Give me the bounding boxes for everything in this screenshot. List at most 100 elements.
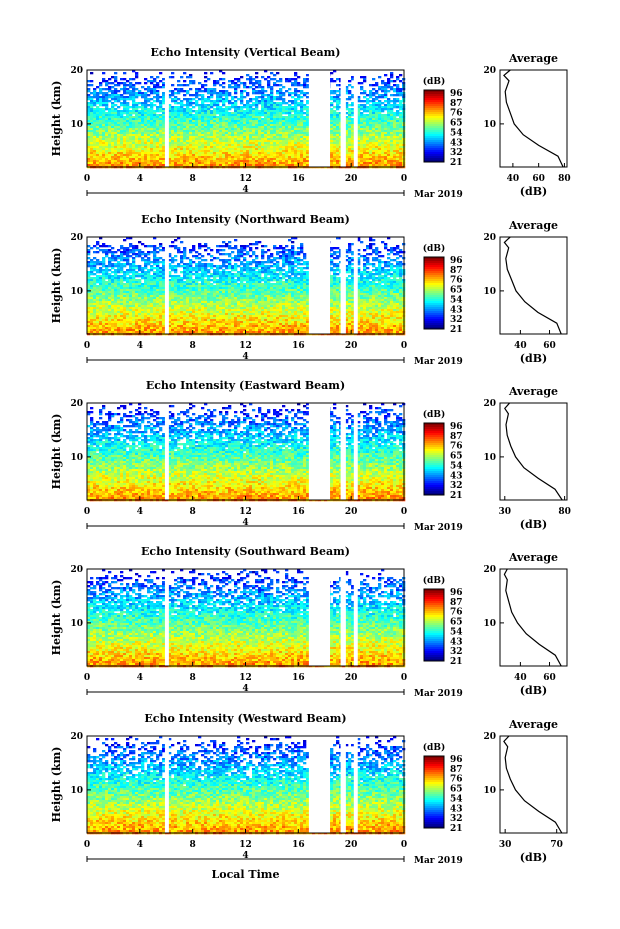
heatmap-cell <box>96 106 99 108</box>
y-axis-label: Height (km) <box>50 81 63 157</box>
heatmap-cell <box>225 138 228 140</box>
heatmap-cell <box>162 78 165 80</box>
heatmap-cell <box>192 128 195 130</box>
heatmap-cell <box>258 144 261 146</box>
heatmap-cell <box>369 122 372 124</box>
heatmap-cell <box>180 136 183 138</box>
heatmap-cell <box>369 132 372 134</box>
heatmap-cell <box>366 144 369 146</box>
heatmap-cell <box>234 124 237 126</box>
heatmap-cell <box>384 94 387 96</box>
heatmap-cell <box>228 253 231 255</box>
heatmap-cell <box>273 106 276 108</box>
heatmap-cell <box>222 108 225 110</box>
heatmap-cell <box>102 80 105 82</box>
heatmap-cell <box>132 134 135 136</box>
heatmap-cell <box>258 158 261 160</box>
heatmap-cell <box>375 90 378 92</box>
heatmap-cell <box>126 106 129 108</box>
heatmap-cell <box>201 98 204 100</box>
heatmap-cell <box>162 156 165 158</box>
heatmap-cell <box>363 144 366 146</box>
heatmap-cell <box>285 130 288 132</box>
heatmap-cell <box>237 162 240 164</box>
heatmap-cell <box>297 263 300 265</box>
heatmap-cell <box>297 146 300 148</box>
heatmap-cell <box>99 102 102 104</box>
heatmap-cell <box>153 150 156 152</box>
heatmap-cell <box>174 98 177 100</box>
heatmap-cell <box>204 156 207 158</box>
heatmap-cell <box>177 88 180 90</box>
heatmap-cell <box>201 116 204 118</box>
heatmap-cell <box>276 146 279 148</box>
heatmap-cell <box>96 122 99 124</box>
heatmap-cell <box>330 144 333 146</box>
heatmap-cell <box>387 116 390 118</box>
heatmap-cell <box>216 130 219 132</box>
heatmap-cell <box>180 138 183 140</box>
heatmap-cell <box>366 164 369 166</box>
heatmap-cell <box>291 106 294 108</box>
heatmap-cell <box>381 108 384 110</box>
heatmap-cell <box>384 134 387 136</box>
heatmap-cell <box>399 74 402 76</box>
heatmap-cell <box>294 253 297 255</box>
heatmap-cell <box>153 245 156 247</box>
heatmap-cell <box>141 122 144 124</box>
heatmap-cell <box>237 148 240 150</box>
heatmap-cell <box>348 92 351 94</box>
heatmap-cell <box>369 128 372 130</box>
heatmap-cell <box>270 116 273 118</box>
heatmap-cell <box>279 102 282 104</box>
heatmap-cell <box>198 120 201 122</box>
heatmap-cell <box>273 150 276 152</box>
heatmap-cell <box>186 98 189 100</box>
heatmap-cell <box>213 156 216 158</box>
heatmap-cell <box>204 76 207 78</box>
heatmap-cell <box>249 136 252 138</box>
heatmap-cell <box>255 154 258 156</box>
heatmap-cell <box>273 154 276 156</box>
heatmap-cell <box>102 94 105 96</box>
heatmap-cell <box>192 249 195 251</box>
heatmap-cell <box>192 267 195 269</box>
heatmap-cell <box>225 128 228 130</box>
heatmap-cell <box>177 140 180 142</box>
heatmap-cell <box>351 148 354 150</box>
heatmap-cell <box>228 267 231 269</box>
heatmap-cell <box>372 152 375 154</box>
heatmap-cell <box>336 255 339 257</box>
heatmap-cell <box>177 108 180 110</box>
heatmap-cell <box>105 249 108 251</box>
heatmap-cell <box>234 138 237 140</box>
heatmap-cell <box>219 164 222 166</box>
heatmap-cell <box>135 142 138 144</box>
heatmap-cell <box>351 132 354 134</box>
heatmap-cell <box>195 257 198 259</box>
heatmap-cell <box>138 90 141 92</box>
heatmap-cell <box>369 253 372 255</box>
heatmap-cell <box>255 96 258 98</box>
heatmap-cell <box>90 104 93 106</box>
heatmap-cell <box>291 158 294 160</box>
heatmap-cell <box>198 126 201 128</box>
heatmap-cell <box>171 160 174 162</box>
heatmap-cell <box>111 122 114 124</box>
heatmap-cell <box>123 86 126 88</box>
heatmap-cell <box>276 118 279 120</box>
heatmap-cell <box>306 142 309 144</box>
heatmap-cell <box>363 106 366 108</box>
heatmap-cell <box>234 86 237 88</box>
heatmap-cell <box>111 142 114 144</box>
heatmap-cell <box>234 118 237 120</box>
heatmap-cell <box>99 120 102 122</box>
heatmap-cell <box>120 253 123 255</box>
heatmap-cell <box>150 90 153 92</box>
heatmap-cell <box>273 102 276 104</box>
heatmap-cell <box>381 136 384 138</box>
heatmap-cell <box>330 98 333 100</box>
heatmap-cell <box>153 80 156 82</box>
heatmap-cell <box>192 106 195 108</box>
heatmap-cell <box>288 132 291 134</box>
